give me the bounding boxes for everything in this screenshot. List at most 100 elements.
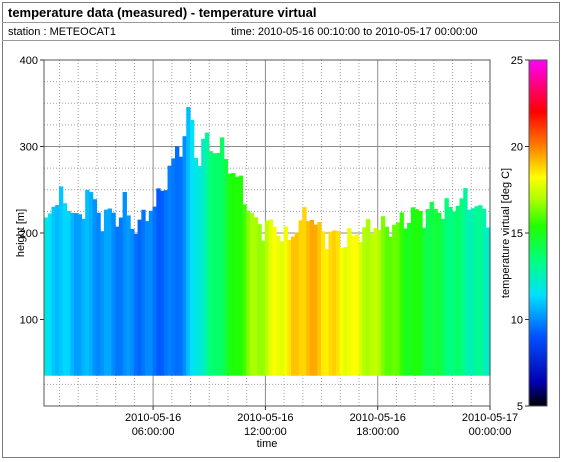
heatmap-cell (137, 219, 142, 376)
heatmap-cell (133, 234, 139, 376)
heatmap-cell (407, 222, 412, 376)
heatmap-cell (317, 222, 322, 376)
heatmap-cell (437, 212, 442, 376)
heatmap-cell (335, 231, 341, 376)
heatmap-cell (339, 247, 345, 376)
heatmap-cell (85, 189, 90, 376)
header-divider (2, 22, 560, 23)
heatmap-cell (478, 205, 483, 376)
heatmap-cell (425, 209, 431, 376)
heatmap-cell (302, 207, 307, 376)
heatmap-cell (466, 209, 472, 376)
heatmap-cell (448, 206, 453, 376)
heatmap-cell (332, 230, 337, 376)
x-tick-label: 12:00:00 (244, 426, 287, 438)
x-tick-label: 06:00:00 (132, 426, 175, 438)
heatmap-cell (324, 249, 330, 376)
x-tick-label: 2010-05-16 (125, 412, 181, 424)
heatmap-cell (309, 219, 315, 376)
heatmap-cell (152, 206, 157, 376)
colorbar-tick-label: 10 (511, 315, 523, 327)
heatmap-cell (81, 218, 86, 376)
heatmap-cell (156, 188, 161, 376)
colorbar-gradient (528, 59, 548, 407)
heatmap-cell (313, 224, 318, 376)
heatmap-cell (175, 146, 180, 376)
axes: 100 200 300 400 2010-05-16 06:00:00 2010-05-16… (20, 55, 519, 438)
heatmap-cell (160, 190, 165, 376)
heatmap-cell (276, 235, 281, 376)
heatmap-cell (238, 175, 243, 376)
heatmap-cells (44, 107, 491, 376)
heatmap-cell (62, 203, 68, 376)
heatmap-cell (103, 209, 109, 376)
heatmap-cell (242, 204, 247, 376)
heatmap-cell (253, 217, 258, 376)
heatmap-cell (395, 222, 401, 376)
heatmap-cell (178, 156, 184, 376)
heatmap-cell (126, 215, 131, 376)
heatmap-cell (264, 220, 270, 376)
x-axis-title: time (257, 438, 278, 450)
y-tick-label: 100 (20, 315, 38, 327)
heatmap-cell (249, 212, 255, 376)
heatmap-cell (111, 212, 116, 376)
y-tick-label: 200 (20, 228, 38, 240)
heatmap-cell (380, 216, 386, 376)
heatmap-cell (47, 213, 53, 376)
x-tick-label: 00:00:00 (469, 426, 512, 438)
chart-title: temperature data (measured) - temperatur… (8, 5, 317, 20)
heatmap-cell (320, 231, 326, 376)
heatmap-cell (92, 199, 98, 376)
colorbar-title: temperature virtual [deg C] (500, 168, 512, 298)
heatmap-cell (148, 210, 154, 376)
heatmap-cell (444, 198, 449, 376)
heatmap-cell (193, 157, 199, 376)
heatmap-cell (212, 153, 217, 376)
heatmap-cell (384, 226, 389, 376)
heatmap-cell (388, 236, 393, 376)
heatmap-cell (350, 236, 356, 376)
x-tick-label: 2010-05-17 (462, 412, 518, 424)
heatmap-cell (70, 212, 75, 376)
heatmap-cell (369, 233, 374, 376)
heatmap-cell (66, 210, 71, 376)
heatmap-cell (485, 227, 491, 376)
colorbar-tick-label: 15 (511, 228, 523, 240)
heatmap-cell (257, 224, 262, 376)
heatmap-cell (216, 152, 221, 376)
heatmap-cell (189, 119, 195, 376)
x-tick-label: 2010-05-16 (350, 412, 406, 424)
heatmap-cell (399, 212, 404, 376)
heatmap-cell (100, 231, 105, 376)
heatmap-cell (223, 159, 229, 376)
heatmap-cell (410, 207, 416, 376)
heatmap-cell (77, 214, 83, 376)
heatmap-cell (96, 212, 101, 376)
heatmap-cell (167, 165, 172, 376)
heatmap-cell (163, 190, 169, 376)
heatmap-cell (474, 206, 479, 376)
heatmap-cell (115, 226, 120, 376)
heatmap-cell (365, 219, 371, 376)
heatmap-cell (481, 208, 487, 376)
x-tick-label: 2010-05-16 (237, 412, 293, 424)
heatmap-cell (287, 240, 292, 376)
heatmap-cell (347, 228, 352, 376)
heatmap-cell (433, 208, 438, 376)
heatmap-cell (463, 188, 468, 376)
heatmap-cell (234, 176, 240, 376)
heatmap-cell (279, 241, 285, 376)
time-range-label: time: 2010-05-16 00:10:00 to 2010-05-17 … (231, 26, 478, 38)
heatmap-cell (392, 224, 397, 376)
heatmap-cell (440, 218, 446, 376)
heatmap-cell (343, 247, 348, 376)
heatmap-cell (197, 165, 202, 376)
y-tick-label: 400 (20, 55, 38, 67)
heatmap-cell (44, 217, 49, 376)
heatmap-cell (403, 228, 408, 376)
heatmap-cell (208, 151, 214, 376)
heatmap-cell (182, 136, 187, 376)
y-axis-title-group: height [m] (15, 209, 27, 257)
